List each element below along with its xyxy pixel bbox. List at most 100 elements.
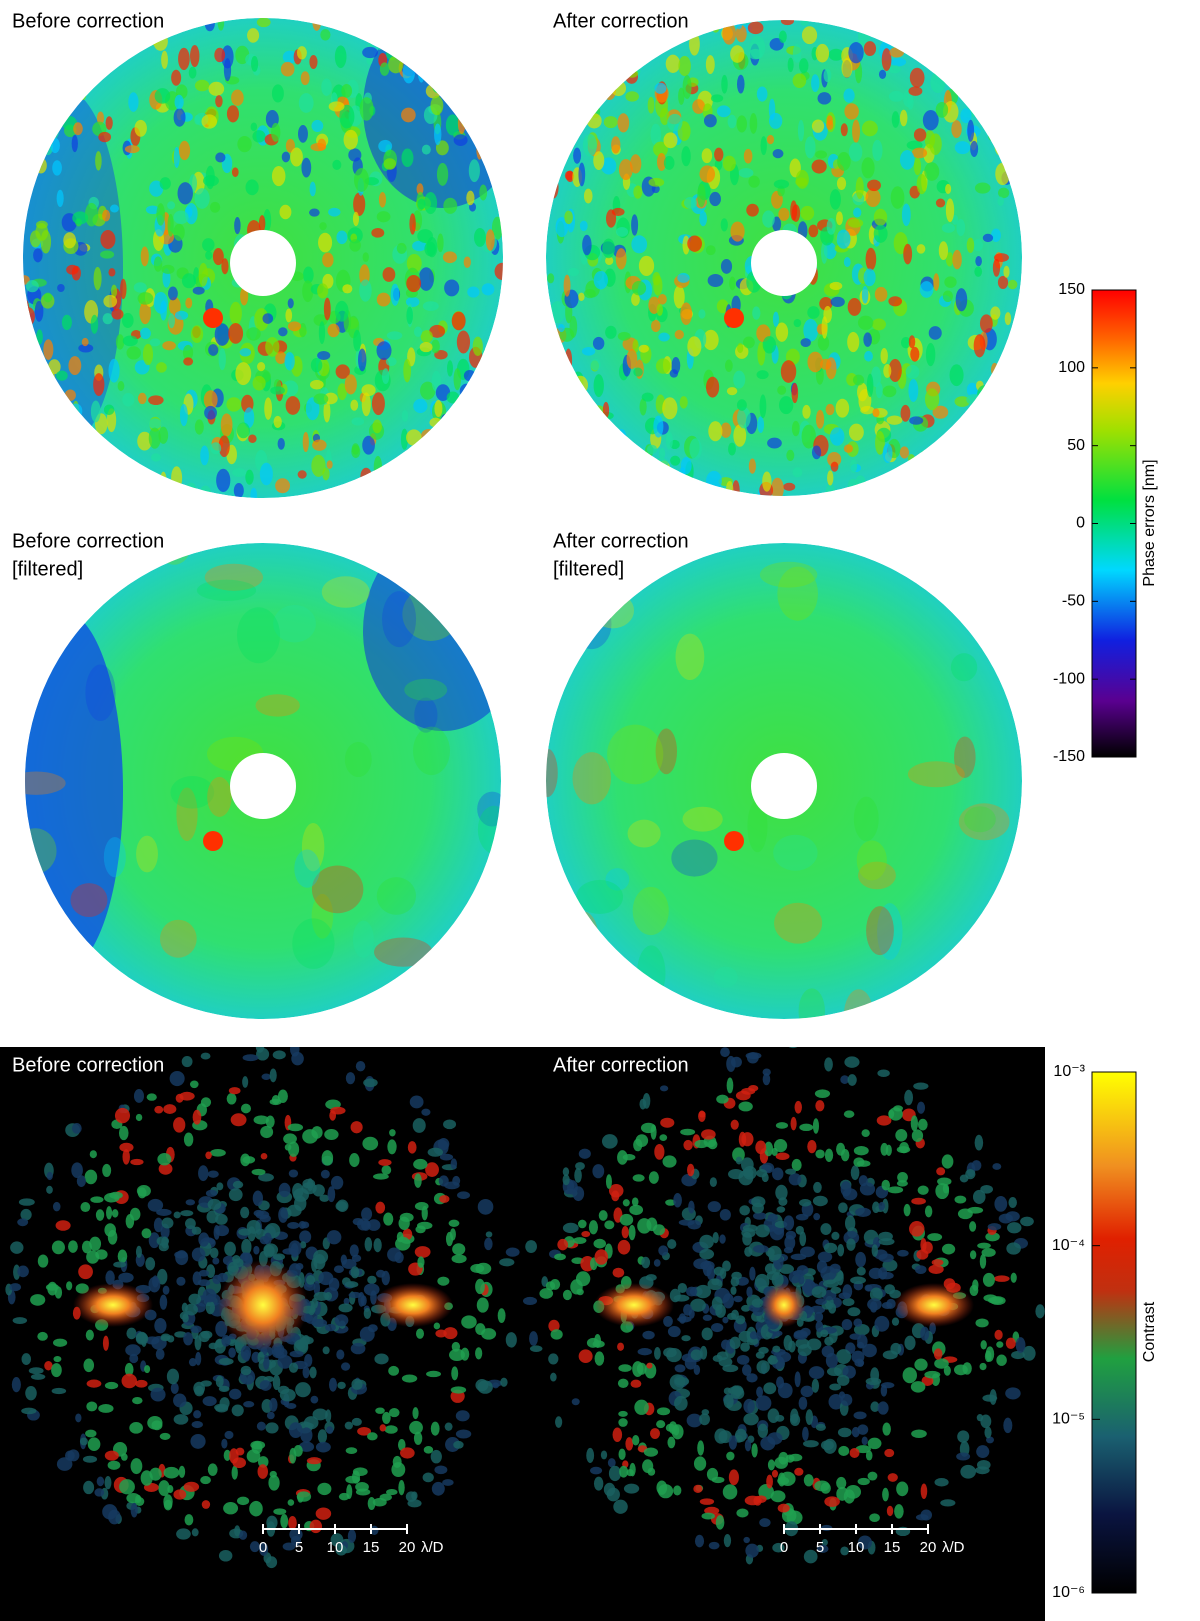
phase-speckle xyxy=(982,27,991,45)
phase-speckle xyxy=(419,342,433,353)
speckle xyxy=(752,1202,764,1214)
speckle xyxy=(598,1210,608,1221)
phase-speckle xyxy=(954,465,962,486)
phase-speckle xyxy=(826,217,836,235)
phase-speckle xyxy=(638,344,649,353)
speckle xyxy=(759,1518,771,1527)
phase-speckle xyxy=(791,420,800,437)
phase-speckle xyxy=(454,421,468,435)
phase-speckle xyxy=(656,152,667,171)
speckle xyxy=(238,1530,248,1540)
phase-speckle xyxy=(861,286,869,304)
speckle xyxy=(881,1179,890,1191)
phase-speckle xyxy=(405,296,420,307)
speckle xyxy=(838,1202,848,1214)
phase-speckle xyxy=(431,339,440,354)
phase-speckle xyxy=(546,988,569,1018)
speckle xyxy=(205,1151,212,1160)
phase-speckle xyxy=(583,188,593,204)
phase-speckle xyxy=(342,284,353,294)
speckle xyxy=(334,1314,349,1327)
phase-speckle xyxy=(470,41,479,52)
speckle xyxy=(775,1122,789,1129)
phase-speckle xyxy=(759,394,767,419)
phase-speckle xyxy=(478,112,491,121)
speckle xyxy=(450,1158,458,1170)
phase-speckle xyxy=(420,330,433,344)
phase-speckle xyxy=(554,395,566,415)
phase-speckle xyxy=(414,454,423,474)
phase-speckle xyxy=(23,151,30,163)
phase-speckle xyxy=(610,41,624,61)
speckle xyxy=(215,1213,228,1225)
phase-speckle xyxy=(262,313,274,324)
phase-speckle xyxy=(908,86,923,96)
speckle xyxy=(956,1452,971,1461)
phase-speckle xyxy=(149,31,164,42)
speckle xyxy=(829,1263,841,1274)
phase-speckle xyxy=(604,463,614,486)
speckle xyxy=(775,1152,790,1161)
speckle xyxy=(282,1248,298,1255)
speckle xyxy=(475,1379,489,1392)
speckle xyxy=(11,1376,21,1393)
speckle xyxy=(1035,1304,1045,1319)
speckle xyxy=(505,1247,520,1257)
speckle xyxy=(246,1219,261,1234)
speckle xyxy=(838,1445,850,1457)
phase-speckle xyxy=(847,297,862,316)
speckle xyxy=(902,1367,917,1384)
phase-speckle xyxy=(682,235,690,255)
speckle xyxy=(118,1125,129,1141)
phase-speckle xyxy=(665,54,681,73)
speckle xyxy=(129,1353,139,1364)
speckle xyxy=(853,1157,865,1168)
phase-speckle xyxy=(202,238,215,252)
phase-speckle xyxy=(414,697,438,733)
phase-speckle xyxy=(792,73,807,88)
speckle xyxy=(437,1276,450,1286)
phase-speckle xyxy=(139,301,151,325)
phase-speckle xyxy=(616,437,624,455)
phase-speckle xyxy=(428,484,445,498)
phase-speckle xyxy=(954,141,971,155)
speckle xyxy=(194,1385,205,1397)
phase-speckle xyxy=(298,124,308,143)
speckle xyxy=(301,1221,310,1229)
speckle xyxy=(972,1189,986,1205)
panel-label: [filtered] xyxy=(12,558,83,580)
speckle xyxy=(578,1349,593,1364)
speckle xyxy=(124,1362,134,1377)
phase-speckle xyxy=(139,327,151,340)
speckle xyxy=(673,1192,682,1208)
speckle xyxy=(699,1498,715,1505)
phase-speckle xyxy=(214,47,226,63)
phase-speckle xyxy=(1014,103,1022,124)
speckle xyxy=(306,1457,322,1465)
phase-speckle xyxy=(590,358,601,371)
phase-speckle xyxy=(429,324,446,338)
speckle xyxy=(28,1367,44,1375)
phase-speckle xyxy=(477,805,501,854)
speckle xyxy=(777,1382,793,1399)
speckle xyxy=(1006,1242,1021,1255)
speckle xyxy=(716,1351,729,1361)
phase-speckle xyxy=(103,836,126,878)
colorbar-tick-label: -150 xyxy=(1053,748,1085,765)
phase-speckle xyxy=(589,452,603,472)
phase-speckle xyxy=(852,374,865,386)
phase-speckle xyxy=(271,84,284,103)
speckle xyxy=(250,1440,266,1450)
speckle xyxy=(707,1201,721,1213)
speckle xyxy=(577,1219,587,1229)
phase-speckle xyxy=(246,327,261,341)
speckle xyxy=(755,1140,767,1155)
speckle xyxy=(815,1298,827,1306)
speckle xyxy=(451,1254,467,1264)
speckle xyxy=(748,1085,759,1092)
phase-speckle xyxy=(730,221,745,242)
speckle xyxy=(920,1326,930,1341)
phase-speckle xyxy=(148,427,161,449)
speckle xyxy=(37,1331,48,1341)
phase-speckle xyxy=(756,86,768,102)
